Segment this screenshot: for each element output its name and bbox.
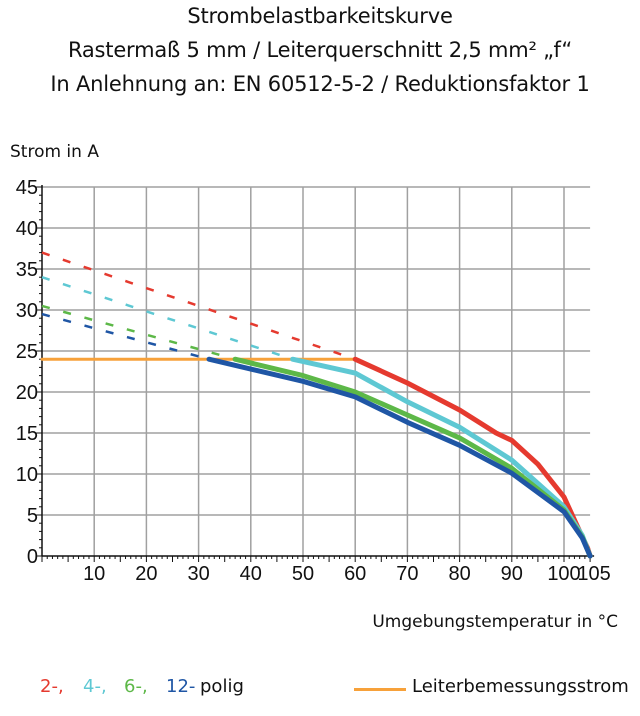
legend-suffix: polig: [200, 676, 244, 697]
series-dashed-12: [41, 312, 210, 361]
legend-item-2: 2-,: [40, 676, 64, 697]
x-tick-label: 100: [547, 563, 580, 585]
y-tick-label: 45: [16, 177, 38, 199]
chart-title-line-3: In Anlehnung an: EN 60512-5-2 / Reduktio…: [50, 72, 590, 96]
y-tick-label: 5: [27, 505, 38, 527]
x-tick-label: 30: [187, 563, 209, 585]
series-line-12: [206, 356, 593, 559]
legend-rated-swatch: [354, 688, 406, 691]
x-tick-label: 60: [344, 563, 366, 585]
series-dashed-4: [41, 276, 293, 361]
y-tick-label: 35: [16, 259, 38, 281]
legend-rated-label: Leiterbemessungsstrom: [412, 676, 629, 697]
legend-item-6: 6-,: [124, 676, 148, 697]
y-tick-label: 15: [16, 423, 38, 445]
series-line-2: [352, 356, 593, 559]
y-tick-label: 25: [16, 341, 38, 363]
y-tick-label: 20: [16, 382, 38, 404]
chart-title-line-2: Rastermaß 5 mm / Leiterquerschnitt 2,5 m…: [67, 38, 573, 62]
x-tick-label: 80: [448, 563, 470, 585]
legend-item-4: 4-,: [83, 676, 107, 697]
x-tick-label: 90: [501, 563, 523, 585]
y-axis-label: Strom in A: [10, 142, 99, 162]
x-tick-label: 50: [292, 563, 314, 585]
y-tick-label: 0: [27, 546, 38, 568]
x-tick-label: 10: [83, 563, 105, 585]
y-tick-label: 10: [16, 464, 38, 486]
x-axis-label: Umgebungstemperatur in °C: [372, 612, 618, 632]
x-tick-label: 20: [135, 563, 157, 585]
chart-title-line-1: Strombelastbarkeitskurve: [187, 4, 453, 28]
series-line-6: [232, 356, 593, 559]
y-tick-label: 40: [16, 218, 38, 240]
x-tick-label: 40: [240, 563, 262, 585]
x-tick-label: 105: [577, 563, 610, 585]
y-tick-label: 30: [16, 300, 38, 322]
legend-item-12: 12-: [166, 676, 196, 697]
x-tick-label: 70: [396, 563, 418, 585]
